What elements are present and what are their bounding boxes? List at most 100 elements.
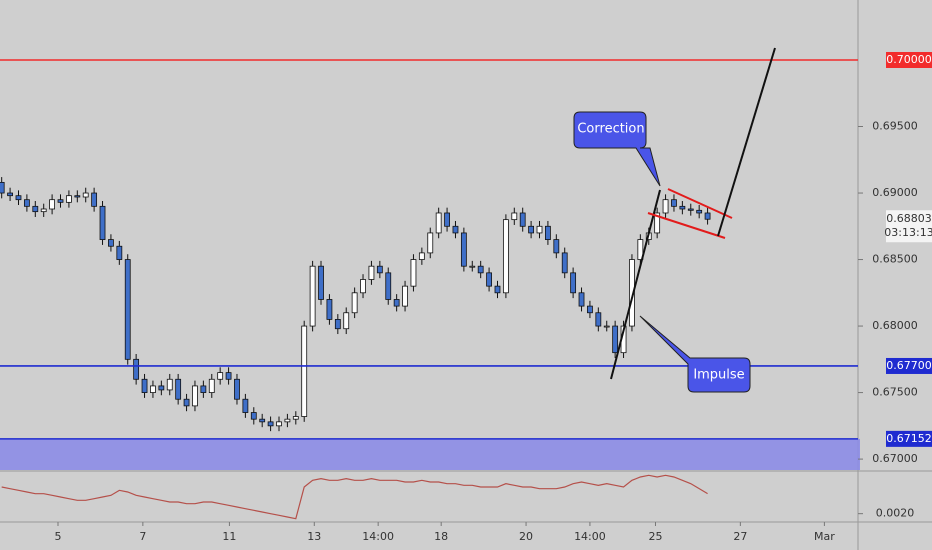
candle-body: [166, 378, 173, 391]
candle-body: [553, 239, 560, 254]
y-tick-label: 0.68500: [872, 253, 918, 266]
callout-correction: [573, 111, 661, 187]
candle-body: [318, 265, 324, 300]
candle-body: [687, 208, 694, 211]
candle-body: [578, 292, 585, 307]
candle-body: [662, 199, 669, 214]
candle-body: [385, 272, 392, 300]
candle-body: [587, 305, 593, 314]
candle-body: [326, 299, 333, 320]
candle-body: [301, 325, 308, 417]
candle-body: [511, 212, 518, 221]
x-tick-label: 25: [648, 530, 662, 543]
candle-body: [276, 421, 282, 427]
candle-body: [528, 225, 535, 234]
x-tick-label: 20: [519, 530, 533, 543]
price-badge: [886, 357, 932, 374]
candle-body: [612, 325, 619, 354]
price-badge-label: 0.70000: [886, 53, 932, 66]
last-price-badge: [886, 210, 932, 243]
candle-body: [116, 245, 123, 260]
candle-body: [654, 212, 661, 234]
candle-body: [351, 292, 358, 314]
candle-body: [124, 259, 131, 360]
candle-body: [200, 385, 207, 393]
candle-body: [452, 225, 459, 234]
candle-body: [183, 398, 190, 407]
x-tick-label: 14:00: [362, 530, 394, 543]
x-tick-label: 13: [307, 530, 321, 543]
candle-body: [704, 212, 711, 220]
candle-body: [545, 225, 551, 240]
candle-body: [418, 252, 425, 260]
candle-body: [410, 259, 417, 287]
price-badge-label: 0.67152: [886, 432, 932, 445]
y-tick-label: 0.69000: [872, 186, 918, 199]
candle-body: [671, 199, 677, 207]
projection-line: [717, 47, 776, 237]
x-tick-label: Mar: [814, 530, 835, 543]
candle-body: [402, 285, 408, 307]
candle-body: [217, 372, 224, 380]
candle-body: [502, 219, 509, 294]
candle-body: [192, 385, 198, 407]
candle-body: [82, 192, 89, 198]
candle-body: [486, 272, 492, 287]
candle-body: [519, 212, 526, 227]
candle-body: [175, 378, 182, 400]
candle-body: [23, 199, 30, 207]
candle-body: [603, 325, 610, 328]
candle-body: [15, 195, 22, 201]
candle-body: [435, 212, 442, 234]
candle-body: [108, 239, 114, 247]
candle-body: [259, 418, 266, 423]
candle-body: [292, 416, 299, 420]
candle-body: [7, 192, 13, 197]
candle-body: [40, 208, 47, 213]
candle-body: [444, 212, 450, 227]
annotation: Correction: [577, 122, 644, 137]
candle-body: [427, 232, 434, 254]
last-price-label: 0.68803: [886, 212, 932, 225]
candle-body: [494, 285, 501, 294]
candle-body: [343, 312, 350, 330]
y-tick-label: 0.68000: [872, 319, 918, 332]
candle-body: [32, 205, 39, 213]
candle-body: [234, 378, 240, 400]
channel-bottom: [647, 212, 726, 239]
candle-body: [150, 385, 156, 393]
candle-body: [696, 209, 703, 214]
candle-body: [284, 418, 291, 423]
candle-body: [334, 319, 341, 330]
drawings: Correction Impulse: [573, 47, 776, 393]
annotation: Impulse: [693, 368, 744, 383]
candle-body: [66, 195, 72, 203]
candle-body: [561, 252, 568, 274]
candle-body: [629, 259, 635, 327]
countdown: 03:13:13: [884, 226, 932, 239]
x-tick-label: 18: [434, 530, 448, 543]
y-tick-label: 0.69500: [872, 120, 918, 133]
candle-body: [57, 199, 64, 203]
callout-impulse: [639, 315, 751, 393]
candle-body: [250, 412, 257, 420]
candle-body: [309, 265, 316, 327]
impulse-line: [610, 189, 661, 380]
indicator-line: [1, 474, 708, 520]
candle-body: [133, 358, 140, 380]
candle-body: [242, 398, 249, 413]
x-tick-label: 11: [222, 530, 236, 543]
candle-body: [393, 299, 400, 307]
x-tick-label: 7: [139, 530, 146, 543]
indicator-y-tick-label: 0.0020: [876, 507, 915, 520]
candle-body: [91, 192, 98, 207]
y-tick-label: 0.67000: [872, 452, 918, 465]
candle-body: [460, 232, 467, 267]
candle-body: [49, 199, 56, 210]
y-tick-label: 0.67500: [872, 386, 918, 399]
candle-body: [469, 265, 476, 268]
support-zone: [0, 438, 860, 470]
candle-body: [570, 272, 577, 294]
